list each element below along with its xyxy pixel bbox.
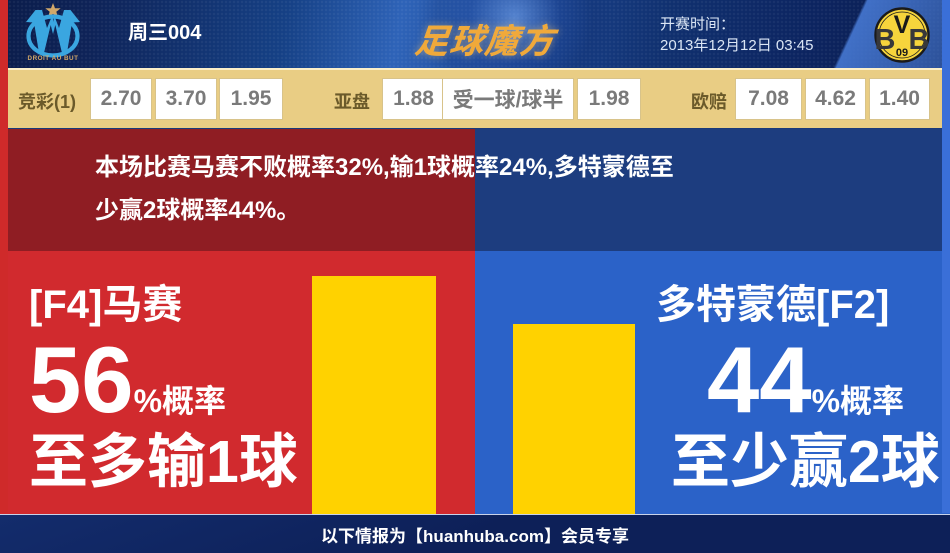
svg-text:DROIT AU BUT: DROIT AU BUT	[28, 55, 79, 62]
svg-text:B: B	[875, 24, 896, 56]
svg-text:V: V	[894, 11, 911, 39]
svg-text:B: B	[909, 24, 930, 56]
svg-text:09: 09	[896, 47, 908, 59]
